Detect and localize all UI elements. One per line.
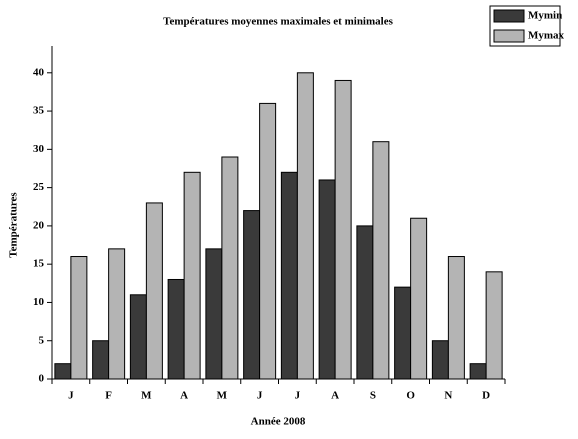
y-tick-label: 0 [39, 373, 45, 385]
bar [108, 248, 126, 380]
x-tick-label: J [257, 390, 263, 402]
x-tick-label: A [331, 390, 339, 402]
bar [183, 171, 201, 380]
bar [145, 202, 163, 380]
bar [372, 141, 390, 380]
bar [205, 248, 223, 380]
bar [431, 340, 449, 380]
x-tick-label: N [444, 390, 452, 402]
bar [167, 278, 185, 380]
legend-swatch [493, 9, 525, 23]
bar [54, 363, 72, 380]
bar [243, 210, 261, 380]
x-tick-label: O [406, 390, 415, 402]
legend-label: Mymin [528, 10, 562, 22]
x-tick-label: M [217, 390, 228, 402]
bar [280, 171, 298, 380]
legend-swatch [493, 29, 525, 43]
bar [356, 225, 374, 380]
y-tick-label: 35 [33, 105, 45, 117]
x-tick-label: F [105, 390, 112, 402]
x-tick-label: S [370, 390, 376, 402]
x-axis-title: Année 2008 [251, 416, 306, 428]
bar [129, 294, 147, 380]
bar [92, 340, 110, 380]
bar [318, 179, 336, 380]
chart-title: Températures moyennes maximales et minim… [163, 16, 393, 28]
y-tick-label: 5 [39, 334, 45, 346]
y-tick-label: 20 [33, 219, 45, 231]
y-tick-label: 10 [33, 296, 45, 308]
x-tick-label: D [482, 390, 490, 402]
y-tick-label: 40 [33, 66, 45, 78]
bar [70, 256, 88, 380]
bar [221, 156, 239, 380]
bar [334, 79, 352, 380]
bar [485, 271, 503, 380]
x-tick-label: A [180, 390, 188, 402]
x-tick-label: M [141, 390, 152, 402]
bar [469, 363, 487, 380]
y-tick-label: 15 [33, 258, 45, 270]
bar [394, 286, 412, 380]
y-tick-label: 25 [33, 181, 45, 193]
y-axis-title: Températures [8, 192, 20, 258]
bar [259, 102, 277, 380]
x-tick-label: J [295, 390, 301, 402]
x-tick-label: J [68, 390, 74, 402]
bar [410, 217, 428, 380]
legend-label: Mymax [528, 30, 565, 42]
y-tick-label: 30 [33, 143, 45, 155]
bar [296, 72, 314, 380]
bar [447, 256, 465, 380]
